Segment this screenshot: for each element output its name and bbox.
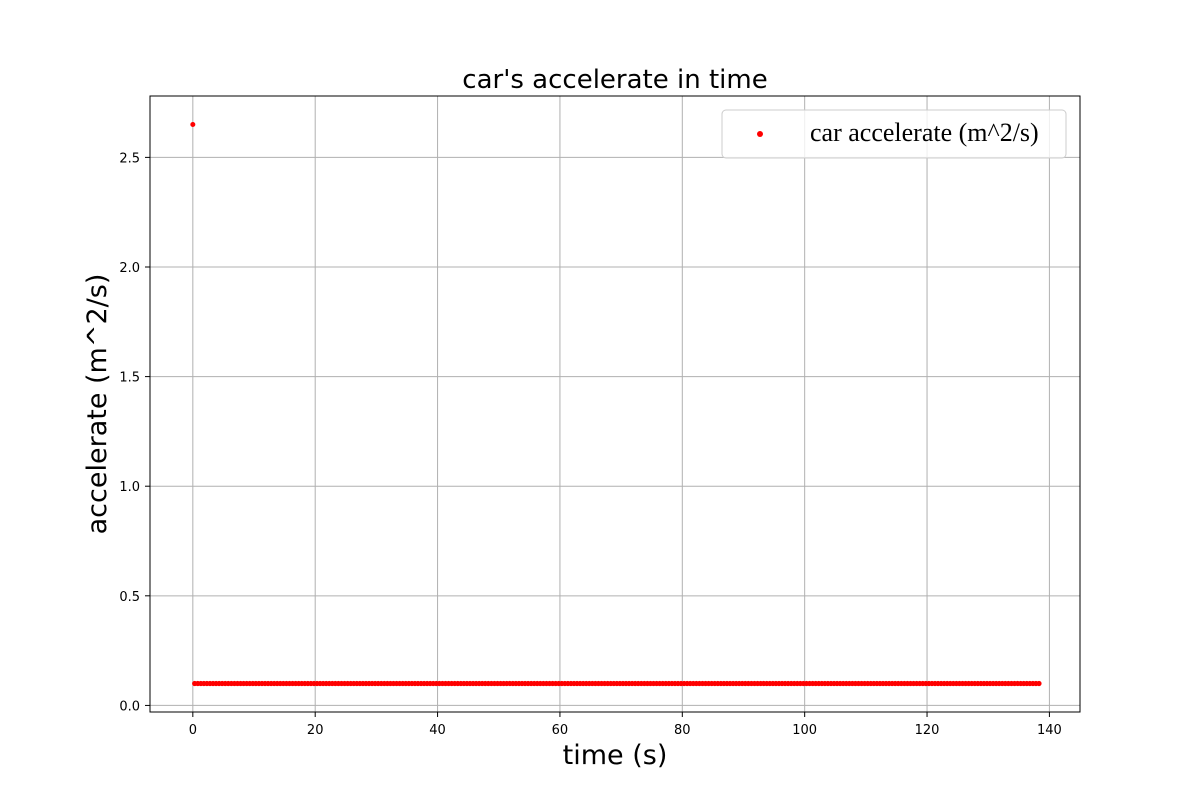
data-point	[1036, 680, 1042, 687]
grid-lines	[150, 96, 1080, 712]
y-axis-label: accelerate (m^2/s)	[82, 274, 113, 535]
plot-frame	[149, 95, 1081, 713]
legend-marker	[757, 131, 763, 137]
legend-box	[721, 109, 1067, 159]
y-tick-label: 0.5	[119, 590, 140, 605]
x-tick-label: 60	[552, 723, 569, 738]
x-tick-label: 80	[674, 723, 691, 738]
y-tick-label: 1.0	[119, 480, 140, 495]
x-tick-label: 0	[189, 723, 197, 738]
chart-title: car's accelerate in time	[462, 65, 767, 95]
y-tick-label: 1.5	[119, 371, 140, 386]
data-points	[190, 121, 1042, 687]
y-tick-label: 2.0	[119, 261, 140, 276]
x-tick-label: 120	[915, 723, 940, 738]
x-tick-label: 100	[792, 723, 817, 738]
x-tick-label: 40	[429, 723, 446, 738]
y-axis-ticks: 0.0 0.5 1.0 1.5 2.0 2.5	[119, 151, 150, 714]
x-axis-label: time (s)	[563, 740, 668, 771]
data-point	[190, 121, 196, 127]
legend: car accelerate (m^2/s)	[721, 109, 1067, 159]
x-tick-label: 20	[307, 723, 324, 738]
y-tick-label: 0.0	[119, 699, 140, 714]
y-tick-label: 2.5	[119, 151, 140, 166]
x-axis-ticks: 0 20 40 60 80 100 120 140	[189, 712, 1062, 738]
x-tick-label: 140	[1037, 723, 1062, 738]
legend-label: car accelerate (m^2/s)	[810, 118, 1039, 147]
